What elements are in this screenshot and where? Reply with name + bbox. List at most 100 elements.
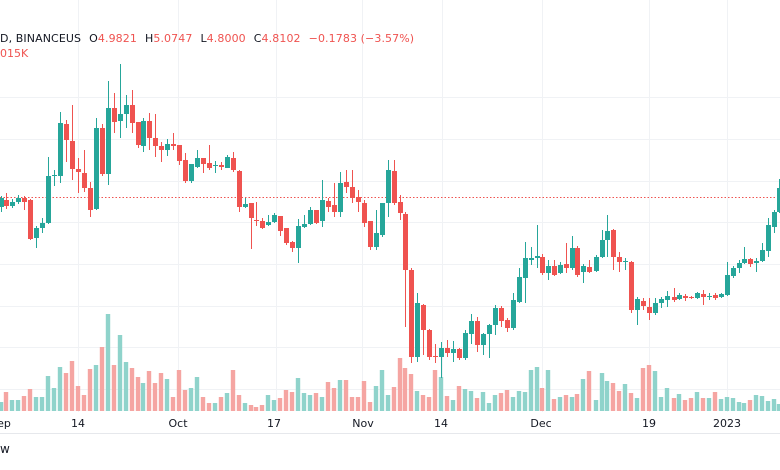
time-axis[interactable]: ep 14 Oct 17 Nov 14 Dec 19 2023 [0,412,780,434]
volume-bar [688,398,694,411]
candle [302,215,307,228]
candle [320,180,325,227]
candle [10,199,15,208]
volume-bar [224,393,230,411]
volume-bar [21,396,27,411]
volume-bar [516,391,522,411]
candle [575,246,580,277]
volume-bars [0,314,780,411]
volume-bar [492,395,498,411]
time-axis-tick: 19 [642,417,656,430]
candle [380,203,385,237]
candle [581,264,586,283]
candle [100,124,105,176]
open-value: 4.9821 [97,32,137,45]
candle [647,298,652,320]
volume-bar [462,389,468,411]
candle [499,306,504,327]
candle [118,64,123,138]
volume-bar [51,388,57,411]
low-label: L [200,32,207,45]
volume-bar [81,395,87,411]
volume-bar [765,401,771,411]
candle [600,230,605,258]
volume-bar [528,370,534,411]
volume-bar [379,370,385,411]
candle [659,297,664,308]
candle [475,317,480,352]
candle [338,172,343,217]
candle [225,155,230,168]
candle [386,160,391,217]
volume-bar [283,390,289,411]
volume-bar [474,398,480,411]
candle [374,210,379,250]
volume-bar [539,388,545,411]
candle [284,228,289,245]
volume-bar [682,400,688,411]
volume-bar [700,398,706,411]
symbol-label[interactable]: D, BINANCEUS [0,32,82,45]
volume-bar [420,395,426,411]
candle [332,183,337,217]
volume-bar [295,378,301,411]
candle [350,170,355,203]
volume-bar [664,388,670,411]
volume-bar [730,398,736,411]
candle [605,215,610,257]
candlestick-chart[interactable] [0,0,780,412]
volume-bar [259,405,265,411]
time-axis-tick: 2023 [713,417,741,430]
candle [517,268,522,303]
volume-bar [610,383,616,411]
volume-bar [373,386,379,411]
volume-bar [646,365,652,411]
candle [28,199,33,240]
candle [231,152,236,172]
open-label: O [89,32,98,45]
footer-text: w [0,442,10,456]
volume-bar [182,390,188,411]
volume-bar [414,391,420,411]
high-label: H [144,32,154,45]
candle [552,260,557,276]
candle [451,341,456,362]
candle [719,293,724,298]
time-axis-tick: 14 [434,417,448,430]
volume-bar [444,396,450,411]
candle [392,160,397,205]
candle [570,236,575,270]
candle [344,170,349,193]
volume-bar [343,380,349,411]
volume-bar [45,376,51,411]
volume-bar [652,371,658,411]
candle [641,298,646,310]
volume-bar [634,398,640,411]
candle [16,195,21,204]
time-axis-tick: 17 [267,417,281,430]
candle [617,252,622,272]
candle [707,293,712,300]
volume-bar [337,380,343,411]
volume-bar [658,397,664,411]
candle [266,215,271,226]
candle [52,170,57,186]
candle [611,229,616,270]
candle [629,261,634,313]
volume-bar [580,379,586,411]
candle [82,150,87,192]
volume-legend-value: 015K [0,47,29,60]
candle [213,161,218,173]
candle [463,330,468,360]
volume-bar [361,381,367,411]
time-axis-tick: Oct [168,417,188,430]
candle [260,218,265,229]
candle [683,294,688,301]
high-value: 5.0747 [153,32,193,45]
candle [701,290,706,305]
candle [635,297,640,325]
candle [505,318,510,332]
volume-bar [271,400,277,411]
candle [469,314,474,344]
candle [481,333,486,355]
